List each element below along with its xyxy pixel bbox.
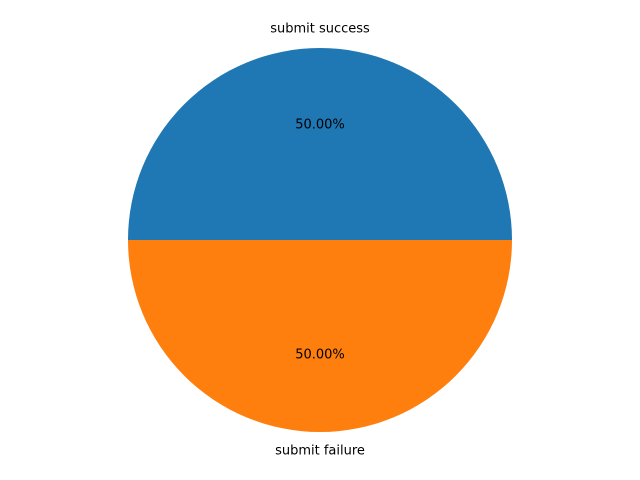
- pie-slice-submit-failure: [128, 240, 512, 432]
- pie-labels: submit success 50.00% submit failure 50.00%: [270, 21, 370, 458]
- slice-percent-submit-failure: 50.00%: [295, 348, 345, 363]
- slice-label-submit-success: submit success: [270, 21, 370, 36]
- slice-label-submit-failure: submit failure: [275, 444, 365, 459]
- pie-slice-submit-success: [128, 48, 512, 240]
- pie-slices: [128, 48, 512, 432]
- slice-percent-submit-success: 50.00%: [295, 117, 345, 132]
